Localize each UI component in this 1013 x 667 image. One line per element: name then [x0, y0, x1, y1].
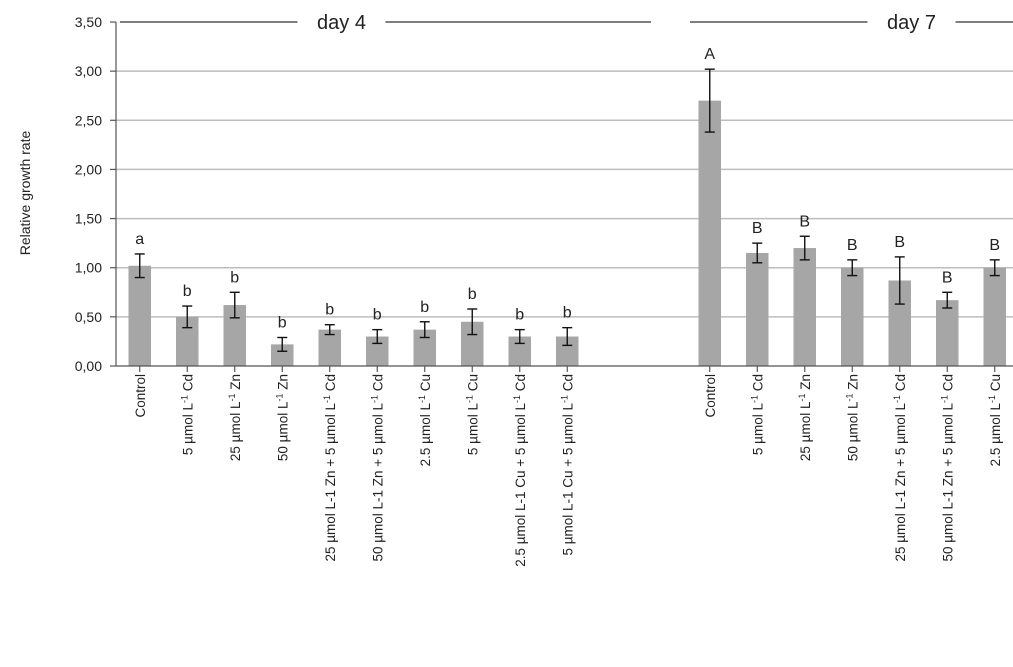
bar — [888, 280, 911, 366]
significance-label: B — [799, 213, 810, 230]
category-label: 5 µmol L-1 Cd — [749, 374, 765, 455]
significance-label: b — [420, 299, 429, 316]
significance-label: A — [704, 46, 715, 63]
category-label: Control — [133, 374, 148, 418]
significance-label: b — [325, 302, 334, 319]
category-label: 5 µmol L-1 Cu — [464, 374, 480, 455]
category-label: 25 µmol L-1 Zn + 5 µmol L-1 Cd — [322, 374, 338, 562]
significance-label: B — [989, 237, 1000, 254]
bar — [461, 321, 484, 366]
category-label: 2.5 µmol L-1 Cu — [417, 374, 433, 466]
category-label: 25 µmol L-1 Zn + 5 µmol L-1 Cd — [892, 374, 908, 562]
y-axis-title: Relative growth rate — [17, 131, 33, 256]
category-label: 50 µmol L-1 Zn — [844, 374, 860, 461]
bar — [508, 336, 531, 366]
y-tick-label: 1,00 — [75, 260, 102, 276]
group-label: day 7 — [887, 12, 936, 34]
y-tick-label: 2,50 — [75, 112, 102, 128]
bar — [176, 316, 199, 366]
bar — [318, 329, 341, 366]
bar — [366, 336, 389, 366]
category-label: 5 µmol L-1 Cd — [179, 374, 195, 455]
bar — [413, 329, 436, 366]
y-tick-label: 0,50 — [75, 309, 102, 325]
category-label: 50 µmol L-1 Zn + 5 µmol L-1 Cd — [369, 374, 385, 562]
category-label: 2.5 µmol L-1 Cu — [987, 374, 1003, 466]
bar — [128, 265, 151, 366]
bar — [793, 248, 816, 366]
y-tick-label: 3,50 — [75, 14, 102, 30]
significance-label: b — [230, 269, 239, 286]
category-label: 25 µmol L-1 Zn — [797, 374, 813, 461]
bar — [698, 100, 721, 366]
significance-label: b — [183, 283, 192, 300]
category-label: 25 µmol L-1 Zn — [227, 374, 243, 461]
category-label: Control — [703, 374, 718, 418]
significance-label: B — [894, 234, 905, 251]
y-tick-label: 0,00 — [75, 358, 102, 374]
significance-label: b — [278, 314, 287, 331]
y-tick-label: 1,50 — [75, 211, 102, 227]
significance-label: b — [373, 307, 382, 324]
significance-label: B — [847, 237, 858, 254]
bar — [223, 305, 246, 366]
y-tick-label: 2,00 — [75, 161, 102, 177]
group-label: day 4 — [317, 12, 366, 34]
significance-label: B — [752, 220, 763, 237]
category-label: 50 µmol L-1 Zn — [274, 374, 290, 461]
significance-label: b — [563, 305, 572, 322]
category-label: 5 µmol L-1 Cu + 5 µmol L-1 Cd — [559, 374, 575, 556]
significance-label: b — [468, 286, 477, 303]
significance-label: B — [942, 269, 953, 286]
bar — [746, 252, 769, 366]
bar — [556, 336, 579, 366]
bar — [841, 267, 864, 366]
significance-label: a — [135, 231, 144, 248]
category-label: 50 µmol L-1 Zn + 5 µmol L-1 Cd — [939, 374, 955, 562]
y-tick-label: 3,00 — [75, 63, 102, 79]
bar — [936, 300, 959, 366]
bar — [983, 267, 1006, 366]
category-label: 2.5 µmol L-1 Cu + 5 µmol L-1 Cd — [512, 374, 528, 567]
significance-label: b — [515, 307, 524, 324]
bar — [271, 344, 294, 366]
